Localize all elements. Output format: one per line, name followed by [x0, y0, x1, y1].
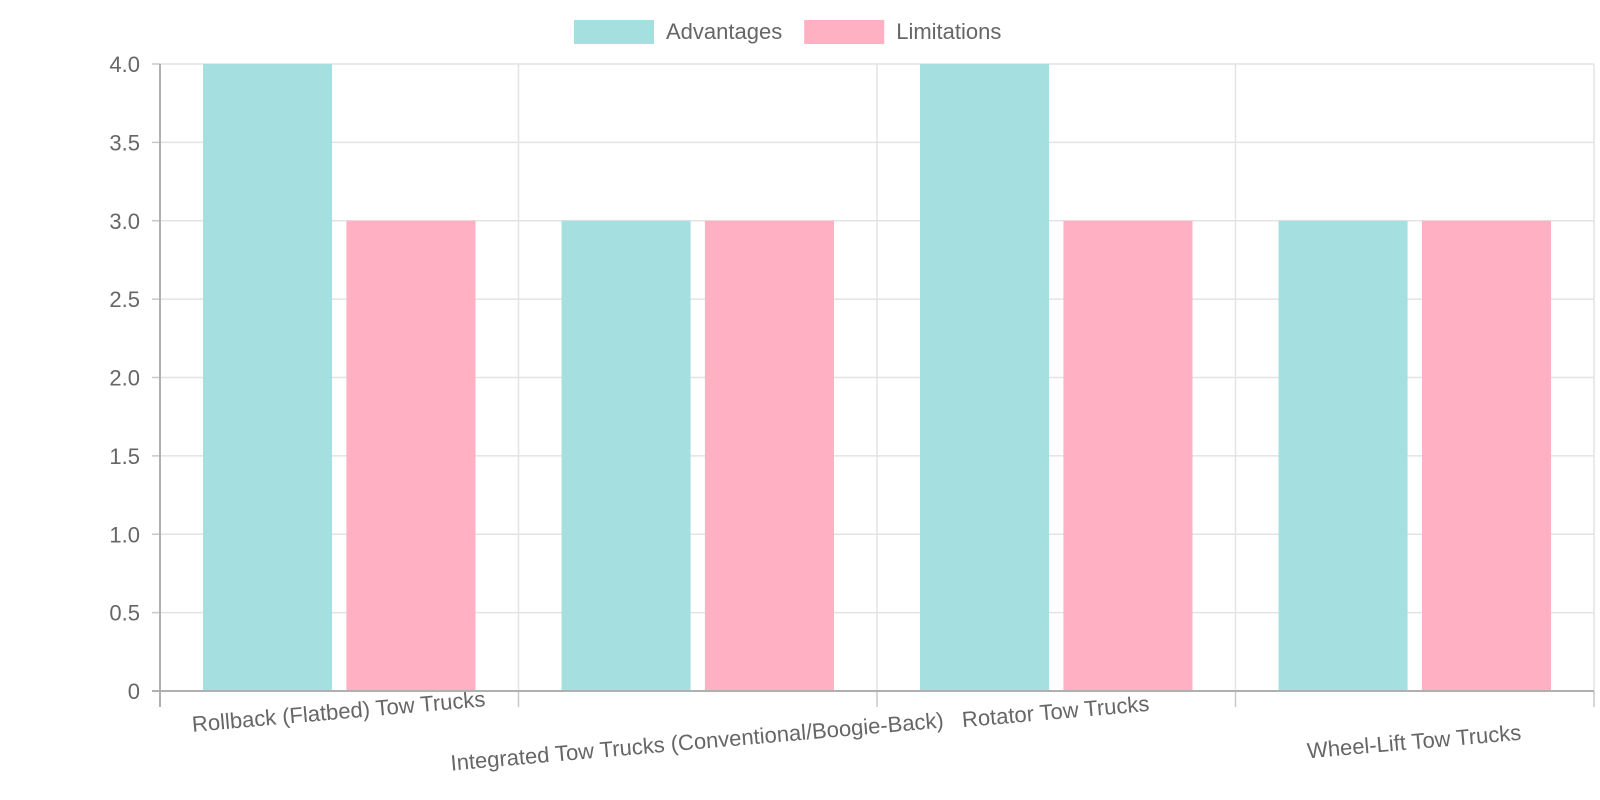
bar-limitations-3[interactable]	[1421, 220, 1551, 691]
y-tick-label: 2.0	[109, 366, 140, 391]
legend[interactable]: Advantages Limitations	[574, 19, 1001, 44]
x-category-label: Rotator Tow Trucks	[961, 691, 1150, 732]
legend-swatch	[574, 20, 654, 44]
y-tick-label: 3.0	[109, 209, 140, 234]
legend-label: Limitations	[896, 19, 1001, 44]
bar-advantages-3[interactable]	[1278, 220, 1408, 691]
bar-limitations-2[interactable]	[1063, 220, 1193, 691]
y-tick-label: 1.0	[109, 522, 140, 547]
y-tick-label: 3.5	[109, 130, 140, 155]
legend-item-advantages[interactable]: Advantages	[574, 19, 782, 44]
y-tick-label: 1.5	[109, 444, 140, 469]
bar-limitations-0[interactable]	[346, 220, 476, 691]
bar-advantages-2[interactable]	[920, 64, 1050, 691]
legend-swatch	[804, 20, 885, 44]
bar-advantages-1[interactable]	[561, 220, 691, 691]
bar-limitations-1[interactable]	[704, 220, 834, 691]
legend-label: Advantages	[666, 19, 782, 44]
legend-item-limitations[interactable]: Limitations	[804, 19, 1001, 44]
bar-advantages-0[interactable]	[203, 64, 333, 691]
x-category-label: Wheel-Lift Tow Trucks	[1306, 720, 1522, 764]
bars-layer	[203, 64, 1551, 691]
y-tick-label: 4.0	[109, 52, 140, 77]
y-tick-label: 2.5	[109, 287, 140, 312]
x-category-label: Integrated Tow Trucks (Conventional/Boog…	[450, 708, 945, 776]
y-tick-label: 0.5	[109, 601, 140, 626]
x-category-label: Rollback (Flatbed) Tow Trucks	[191, 686, 486, 737]
y-tick-label: 0	[128, 679, 140, 704]
